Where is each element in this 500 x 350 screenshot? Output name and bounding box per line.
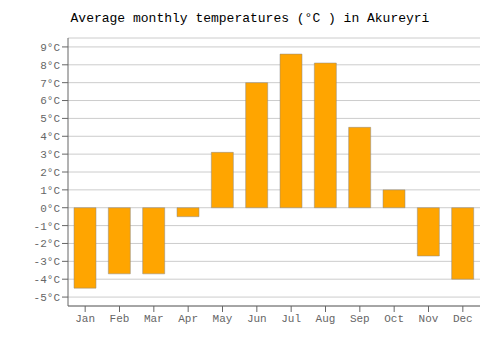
svg-text:Feb: Feb [110,313,130,325]
svg-text:6°C: 6°C [40,95,60,107]
svg-text:-3°C: -3°C [34,256,61,268]
svg-text:Nov: Nov [419,313,439,325]
svg-text:Mar: Mar [144,313,164,325]
svg-text:7°C: 7°C [40,78,60,90]
svg-text:-4°C: -4°C [34,274,61,286]
svg-text:Apr: Apr [178,313,198,325]
svg-text:-1°C: -1°C [34,221,61,233]
svg-text:Jun: Jun [247,313,267,325]
svg-text:9°C: 9°C [40,42,60,54]
svg-text:-2°C: -2°C [34,238,61,250]
svg-text:Jul: Jul [281,313,301,325]
svg-text:2°C: 2°C [40,167,60,179]
svg-text:-5°C: -5°C [34,292,61,304]
svg-text:0°C: 0°C [40,203,60,215]
svg-text:1°C: 1°C [40,185,60,197]
svg-text:Sep: Sep [350,313,370,325]
svg-text:8°C: 8°C [40,60,60,72]
html-text:Average monthly temperatures (: Average monthly temperatures (°C ) in Ak… [70,11,430,26]
svg-text:Jan: Jan [75,313,95,325]
svg-text:Dec: Dec [453,313,473,325]
svg-text:Oct: Oct [384,313,404,325]
svg-text:5°C: 5°C [40,113,60,125]
svg-text:Aug: Aug [316,313,336,325]
svg-text:3°C: 3°C [40,149,60,161]
svg-text:May: May [213,313,233,325]
svg-text:4°C: 4°C [40,131,60,143]
